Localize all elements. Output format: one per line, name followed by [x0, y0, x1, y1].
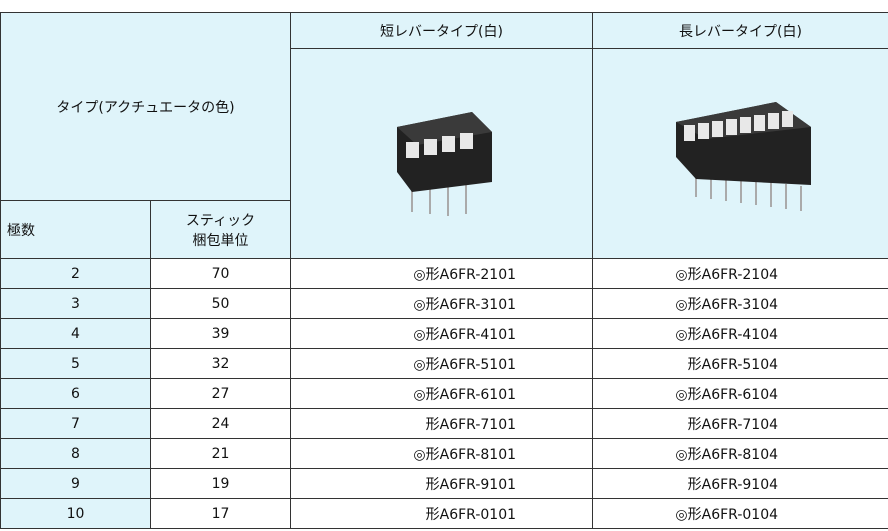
product-image: [290, 48, 594, 259]
model-number: ◎形A6FR-5101: [290, 348, 594, 379]
model-number: 形A6FR-7104: [592, 408, 888, 439]
stick-quantity: 39: [149, 318, 292, 349]
stick-quantity: 50: [149, 288, 292, 319]
stick-header-line: 梱包単位: [192, 232, 249, 249]
table-row: 7 24 形A6FR-7101 形A6FR-7104: [0, 408, 888, 439]
pole-count: 7: [0, 408, 151, 439]
model-number: ◎形A6FR-6104: [592, 378, 888, 409]
pole-count: 9: [0, 468, 151, 499]
stick-quantity: 27: [149, 378, 292, 409]
product-table: タイプ(アクチュエータの色) 短レバータイプ(白) 長レバータイプ(白): [0, 12, 888, 529]
model-number: 形A6FR-7101: [290, 408, 594, 439]
model-number: ◎形A6FR-4104: [592, 318, 888, 349]
column-header: 短レバータイプ(白): [290, 12, 594, 49]
model-number: 形A6FR-9101: [290, 468, 594, 499]
model-number: ◎形A6FR-0104: [592, 498, 888, 529]
stick-quantity: 24: [149, 408, 292, 439]
pole-count: 6: [0, 378, 151, 409]
model-number: ◎形A6FR-4101: [290, 318, 594, 349]
stick-quantity: 21: [149, 438, 292, 469]
type-header: タイプ(アクチュエータの色): [0, 12, 292, 201]
model-number: 形A6FR-9104: [592, 468, 888, 499]
model-number: 形A6FR-5104: [592, 348, 888, 379]
model-number: ◎形A6FR-8101: [290, 438, 594, 469]
table-row: 9 19 形A6FR-9101 形A6FR-9104: [0, 468, 888, 499]
pole-count: 4: [0, 318, 151, 349]
stick-quantity: 70: [149, 258, 292, 289]
table-row: 4 39 ◎形A6FR-4101 ◎形A6FR-4104: [0, 318, 888, 349]
stick-quantity: 17: [149, 498, 292, 529]
stick-quantity: 19: [149, 468, 292, 499]
model-number: ◎形A6FR-2101: [290, 258, 594, 289]
table-row: 10 17 形A6FR-0101 ◎形A6FR-0104: [0, 498, 888, 529]
table-row: 2 70 ◎形A6FR-2101 ◎形A6FR-2104: [0, 258, 888, 289]
column-header: 長レバータイプ(白): [592, 12, 888, 49]
pole-header: 極数: [0, 200, 151, 259]
model-number: ◎形A6FR-3104: [592, 288, 888, 319]
stick-header: スティック 梱包単位: [149, 200, 292, 259]
table-row: 8 21 ◎形A6FR-8101 ◎形A6FR-8104: [0, 438, 888, 469]
model-number: ◎形A6FR-3101: [290, 288, 594, 319]
model-number: ◎形A6FR-2104: [592, 258, 888, 289]
table-row: 3 50 ◎形A6FR-3101 ◎形A6FR-3104: [0, 288, 888, 319]
product-image: [592, 48, 888, 259]
table-row: 5 32 ◎形A6FR-5101 形A6FR-5104: [0, 348, 888, 379]
pole-count: 8: [0, 438, 151, 469]
model-number: ◎形A6FR-8104: [592, 438, 888, 469]
pole-count: 10: [0, 498, 151, 529]
pole-count: 2: [0, 258, 151, 289]
short-switch-image: [396, 111, 492, 216]
table-row: 6 27 ◎形A6FR-6101 ◎形A6FR-6104: [0, 378, 888, 409]
pole-count: 3: [0, 288, 151, 319]
stick-quantity: 32: [149, 348, 292, 379]
pole-count: 5: [0, 348, 151, 379]
table-body: 2 70 ◎形A6FR-2101 ◎形A6FR-2104 3 50 ◎形A6FR-3101 ◎…: [0, 258, 888, 529]
model-number: 形A6FR-0101: [290, 498, 594, 529]
long-switch-image: [675, 101, 811, 211]
model-number: ◎形A6FR-6101: [290, 378, 594, 409]
stick-header-line: スティック: [185, 212, 256, 229]
